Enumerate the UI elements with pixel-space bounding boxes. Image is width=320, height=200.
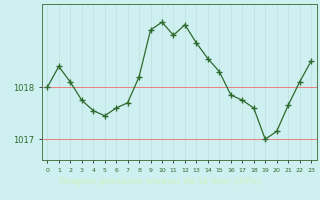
Text: Graphe pression niveau de la mer (hPa): Graphe pression niveau de la mer (hPa) bbox=[59, 178, 261, 186]
